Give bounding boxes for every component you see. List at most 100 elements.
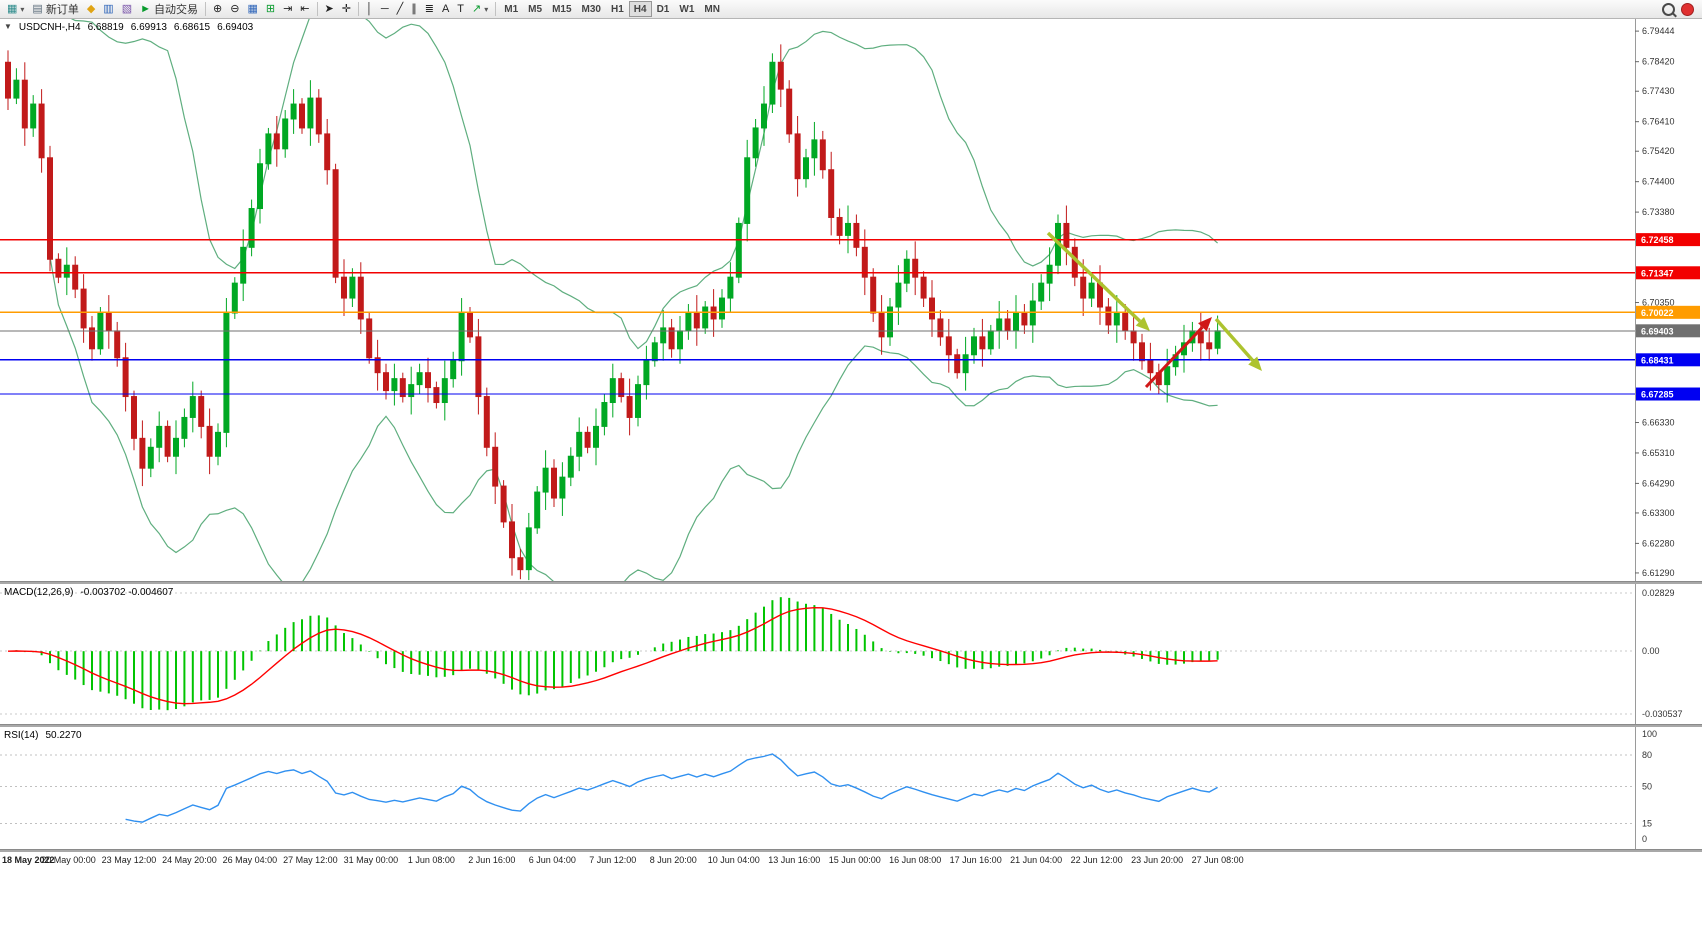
price-badge <box>1636 233 1700 247</box>
svg-text:6.68431: 6.68431 <box>1641 355 1674 365</box>
down-trend-arrow-1 <box>1046 231 1142 323</box>
time-label: 24 May 20:00 <box>162 855 217 865</box>
price-badge <box>1636 305 1700 319</box>
rsi-chart-svg[interactable]: 100 80 50 15 0 <box>0 727 1702 849</box>
zoom-out-button[interactable]: ⊖ <box>226 1 243 17</box>
zoom-in-button[interactable]: ⊕ <box>209 1 226 17</box>
svg-text:6.67285: 6.67285 <box>1641 390 1674 400</box>
trendline-tool-button[interactable]: ╱ <box>393 1 408 17</box>
svg-text:50: 50 <box>1642 782 1652 792</box>
macd-panel: 0.02829 0.00 -0.030537 MACD(12,26,9) -0.00… <box>0 584 1702 724</box>
new-order-icon: ▤ <box>32 2 43 15</box>
new-order-label: 新订单 <box>45 4 79 16</box>
timeframe-h1[interactable]: H1 <box>606 1 629 17</box>
time-label: 22 Jun 12:00 <box>1070 855 1123 865</box>
text-tool-icon: A <box>441 2 450 15</box>
toolbar: ▦ ▾ ▤ 新订单 ◆ ▥ ▧ ► 自动交易 ⊕ ⊖ ▦ ⊞ ⇥ ⇤ ➤ ✛ │… <box>0 0 1702 19</box>
time-label: 13 Jun 16:00 <box>768 855 821 865</box>
notification-icon[interactable] <box>1681 2 1694 16</box>
text-tool-button[interactable]: A <box>438 1 453 17</box>
vertical-line-icon: │ <box>365 2 373 15</box>
price-badge <box>1636 387 1700 401</box>
price-badge <box>1636 324 1700 338</box>
time-label: 18 May 2022 <box>2 855 55 865</box>
up-trend-arrow <box>1144 326 1204 389</box>
svg-text:6.78420: 6.78420 <box>1642 57 1675 67</box>
new-chart-button[interactable]: ▦ ▾ <box>3 1 28 17</box>
svg-text:6.70022: 6.70022 <box>1641 308 1674 318</box>
svg-text:6.65310: 6.65310 <box>1642 448 1675 458</box>
timeframe-m30[interactable]: M30 <box>577 1 606 17</box>
fibonacci-tool-button[interactable]: ≣ <box>421 1 438 17</box>
toolbar-right-group <box>1662 2 1694 16</box>
trendline-icon: ╱ <box>396 2 404 15</box>
chart-shift-button[interactable]: ⇤ <box>296 1 313 17</box>
svg-text:6.75420: 6.75420 <box>1642 146 1675 156</box>
time-label: 16 Jun 08:00 <box>889 855 942 865</box>
svg-text:80: 80 <box>1642 750 1652 760</box>
autotrading-button[interactable]: ► 自动交易 <box>136 1 202 17</box>
panel-splitter[interactable] <box>0 581 1702 584</box>
time-label: 2 Jun 16:00 <box>468 855 516 865</box>
market-watch-button[interactable]: ▥ <box>99 1 117 17</box>
timeframe-mn[interactable]: MN <box>699 1 725 17</box>
cursor-tool-button[interactable]: ➤ <box>321 1 338 17</box>
candles <box>5 44 1221 581</box>
indicators-button[interactable]: ⊞ <box>262 1 279 17</box>
collapse-icon[interactable]: ▼ <box>4 22 12 31</box>
crosshair-tool-button[interactable]: ✛ <box>338 1 355 17</box>
timeframe-w1[interactable]: W1 <box>674 1 699 17</box>
main-chart-panel: 6.79444 6.78420 6.77430 6.76410 6.75420 6.744… <box>0 19 1702 581</box>
svg-text:6.77430: 6.77430 <box>1642 86 1675 96</box>
fibonacci-icon: ≣ <box>424 2 434 15</box>
time-label: 6 Jun 04:00 <box>528 855 576 865</box>
time-label: 23 Jun 20:00 <box>1131 855 1184 865</box>
svg-text:6.74400: 6.74400 <box>1642 177 1675 187</box>
svg-text:6.72458: 6.72458 <box>1641 235 1674 245</box>
channel-tool-button[interactable]: ∥ <box>407 1 421 17</box>
timeframe-m1[interactable]: M1 <box>499 1 523 17</box>
svg-text:-0.030537: -0.030537 <box>1642 709 1683 719</box>
timeframe-h4[interactable]: H4 <box>628 1 652 17</box>
timeframe-d1[interactable]: D1 <box>652 1 675 17</box>
svg-text:15: 15 <box>1642 818 1652 828</box>
panel-splitter[interactable] <box>0 849 1702 852</box>
tile-windows-button[interactable]: ▦ <box>243 1 261 17</box>
text-label-icon: T <box>457 2 465 15</box>
chevron-down-icon: ▾ <box>484 4 489 14</box>
search-icon[interactable] <box>1662 2 1675 16</box>
time-label: 31 May 00:00 <box>343 855 399 865</box>
timeframe-m5[interactable]: M5 <box>523 1 547 17</box>
timeframe-m15[interactable]: M15 <box>547 1 576 17</box>
auto-scroll-button[interactable]: ⇥ <box>279 1 296 17</box>
time-label: 26 May 04:00 <box>222 855 278 865</box>
up-trend-arrow-head <box>1198 317 1212 332</box>
toolbar-separator <box>495 2 497 16</box>
svg-text:6.61290: 6.61290 <box>1642 568 1675 578</box>
arrow-tool-button[interactable]: ↗ ▾ <box>468 1 492 17</box>
rsi-line <box>125 753 1218 823</box>
rsi-panel: 100 80 50 15 0 RSI(14) 50.2270 <box>0 727 1702 849</box>
time-label: 7 Jun 12:00 <box>589 855 637 865</box>
horizontal-line-tool-button[interactable]: ─ <box>377 1 393 17</box>
profiles-button[interactable]: ◆ <box>83 1 99 17</box>
price-lines <box>0 238 1635 395</box>
zoom-in-icon: ⊕ <box>213 2 223 15</box>
main-chart-svg[interactable]: 6.79444 6.78420 6.77430 6.76410 6.75420 6.744… <box>0 19 1702 581</box>
svg-text:6.79444: 6.79444 <box>1642 26 1675 36</box>
new-order-button[interactable]: ▤ 新订单 <box>28 1 82 17</box>
navigator-button[interactable]: ▧ <box>118 1 136 17</box>
price-badge <box>1636 266 1700 280</box>
text-label-tool-button[interactable]: T <box>453 1 468 17</box>
panel-splitter[interactable] <box>0 724 1702 727</box>
price-badge <box>1636 353 1700 367</box>
price-axis: 6.79444 6.78420 6.77430 6.76410 6.75420 6.744… <box>1635 19 1700 581</box>
svg-text:6.71347: 6.71347 <box>1641 268 1674 278</box>
autotrading-label: 自动交易 <box>154 4 198 16</box>
vertical-line-tool-button[interactable]: │ <box>362 1 377 17</box>
macd-chart-svg[interactable]: 0.02829 0.00 -0.030537 <box>0 584 1702 724</box>
svg-text:6.76410: 6.76410 <box>1642 117 1675 127</box>
time-axis[interactable]: 18 May 2022 20 May 00:00 23 May 12:00 24 Ma… <box>0 852 1702 870</box>
down-trend-arrow-2 <box>1214 317 1255 362</box>
